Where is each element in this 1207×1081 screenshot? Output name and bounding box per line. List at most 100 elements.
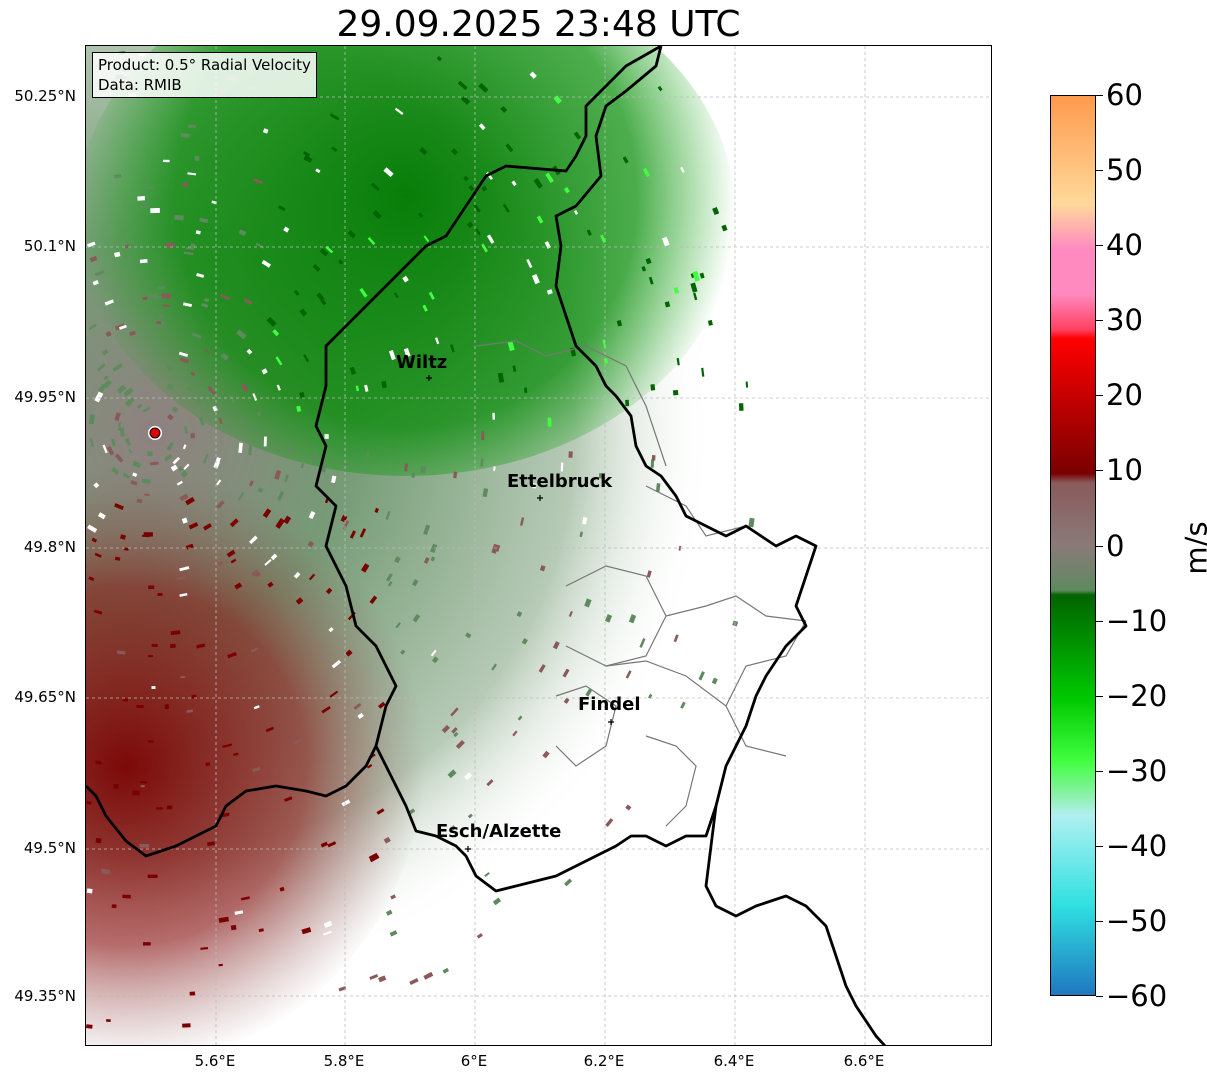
radar-gate bbox=[94, 270, 105, 277]
radar-gate bbox=[307, 540, 315, 548]
radar-gate bbox=[701, 367, 705, 377]
radar-gate bbox=[136, 403, 143, 409]
radar-gate bbox=[250, 647, 259, 653]
radar-gate bbox=[673, 287, 680, 294]
radar-gate bbox=[162, 159, 170, 163]
radar-gate bbox=[98, 384, 107, 393]
radar-gate bbox=[650, 384, 656, 391]
colorbar-tick-label: −50 bbox=[1106, 903, 1168, 938]
radar-gate bbox=[240, 896, 250, 901]
radar-gate bbox=[345, 649, 353, 657]
radar-gate bbox=[114, 556, 121, 561]
radar-gate bbox=[272, 329, 280, 337]
radar-gate bbox=[144, 493, 150, 497]
lat-tick-label: 50.25°N bbox=[14, 87, 76, 105]
radar-gate bbox=[453, 471, 458, 479]
radar-gate bbox=[180, 470, 189, 478]
radar-gate bbox=[132, 460, 142, 469]
radar-gate bbox=[213, 460, 220, 469]
radar-gate bbox=[258, 928, 264, 933]
radar-gate bbox=[113, 251, 121, 258]
radar-gate bbox=[529, 71, 537, 79]
radar-gate bbox=[417, 212, 424, 218]
radar-gate bbox=[394, 292, 399, 299]
radar-gate bbox=[585, 688, 593, 697]
radar-gate bbox=[116, 650, 126, 655]
radar-gate bbox=[481, 243, 488, 253]
radar-map[interactable] bbox=[85, 45, 992, 1046]
radar-site-marker[interactable] bbox=[149, 427, 161, 439]
city-label-ettelbruck: Ettelbruck bbox=[507, 471, 613, 492]
radar-gate bbox=[238, 442, 243, 453]
radar-gate bbox=[693, 292, 698, 301]
radar-gate bbox=[190, 371, 196, 377]
radar-gate bbox=[89, 255, 98, 263]
radar-gate bbox=[622, 156, 629, 164]
radar-gate bbox=[149, 461, 159, 466]
lat-tick-label: 49.95°N bbox=[14, 388, 76, 406]
radar-gate bbox=[385, 511, 391, 520]
radar-gate bbox=[136, 498, 143, 504]
radar-gate bbox=[293, 289, 300, 296]
city-markers bbox=[426, 375, 614, 852]
radar-gate bbox=[140, 205, 150, 209]
radar-gate bbox=[296, 405, 302, 413]
radar-gate bbox=[573, 131, 582, 140]
radar-gate bbox=[511, 180, 517, 187]
radar-gate bbox=[711, 677, 718, 685]
radar-gate bbox=[387, 581, 393, 587]
radar-gate bbox=[132, 790, 140, 796]
radar-gate bbox=[240, 383, 249, 393]
radar-gate bbox=[699, 272, 705, 279]
radar-gate bbox=[195, 397, 203, 405]
radar-gate bbox=[442, 967, 449, 974]
colorbar-tick-label: −60 bbox=[1106, 979, 1168, 1013]
radar-gate bbox=[450, 707, 459, 717]
radar-gate bbox=[156, 320, 161, 325]
radar-gate bbox=[457, 80, 468, 91]
radar-gate bbox=[319, 248, 329, 257]
radar-gate bbox=[308, 511, 316, 520]
radar-gate bbox=[142, 296, 148, 301]
radar-gate bbox=[262, 128, 269, 134]
radar-gate bbox=[524, 387, 528, 393]
radar-gate bbox=[450, 825, 457, 831]
lat-tick-label: 49.8°N bbox=[23, 538, 76, 556]
radar-gate bbox=[284, 474, 289, 483]
radar-gate bbox=[330, 475, 337, 484]
radar-gate bbox=[422, 304, 428, 312]
radar-gate bbox=[162, 304, 170, 307]
radar-gate bbox=[735, 433, 740, 444]
radar-gate bbox=[545, 172, 554, 184]
data-source-label: Data: RMIB bbox=[98, 76, 182, 94]
radar-gate bbox=[95, 760, 102, 765]
radar-gate bbox=[264, 559, 272, 566]
radar-gate bbox=[267, 581, 274, 588]
radar-gate bbox=[412, 613, 421, 623]
radar-gate bbox=[744, 269, 749, 278]
radar-gate bbox=[132, 472, 138, 477]
radar-gate bbox=[526, 258, 533, 269]
radar-gate bbox=[403, 348, 411, 358]
radar-gate bbox=[139, 843, 150, 848]
colorbar-tick bbox=[1096, 320, 1103, 322]
radar-gate bbox=[234, 582, 243, 590]
radar-gate bbox=[252, 766, 261, 773]
radar-gate bbox=[243, 297, 253, 306]
radar-gate bbox=[400, 649, 406, 655]
radar-gate bbox=[161, 293, 172, 299]
radar-gate bbox=[340, 514, 348, 523]
radar-gate bbox=[605, 818, 614, 827]
radar-gate bbox=[181, 517, 188, 524]
radar-gate bbox=[122, 698, 128, 702]
radar-gate bbox=[167, 441, 174, 451]
radar-gate bbox=[239, 418, 244, 426]
lat-tick-label: 49.35°N bbox=[14, 987, 76, 1005]
radar-gate bbox=[299, 391, 306, 399]
colorbar-tick-label: −20 bbox=[1106, 678, 1168, 713]
map-title: 29.09.2025 23:48 UTC bbox=[336, 4, 741, 45]
radar-gate bbox=[721, 224, 728, 232]
radar-gate bbox=[170, 630, 181, 636]
radar-gate bbox=[542, 750, 550, 759]
radar-gate bbox=[423, 557, 430, 564]
